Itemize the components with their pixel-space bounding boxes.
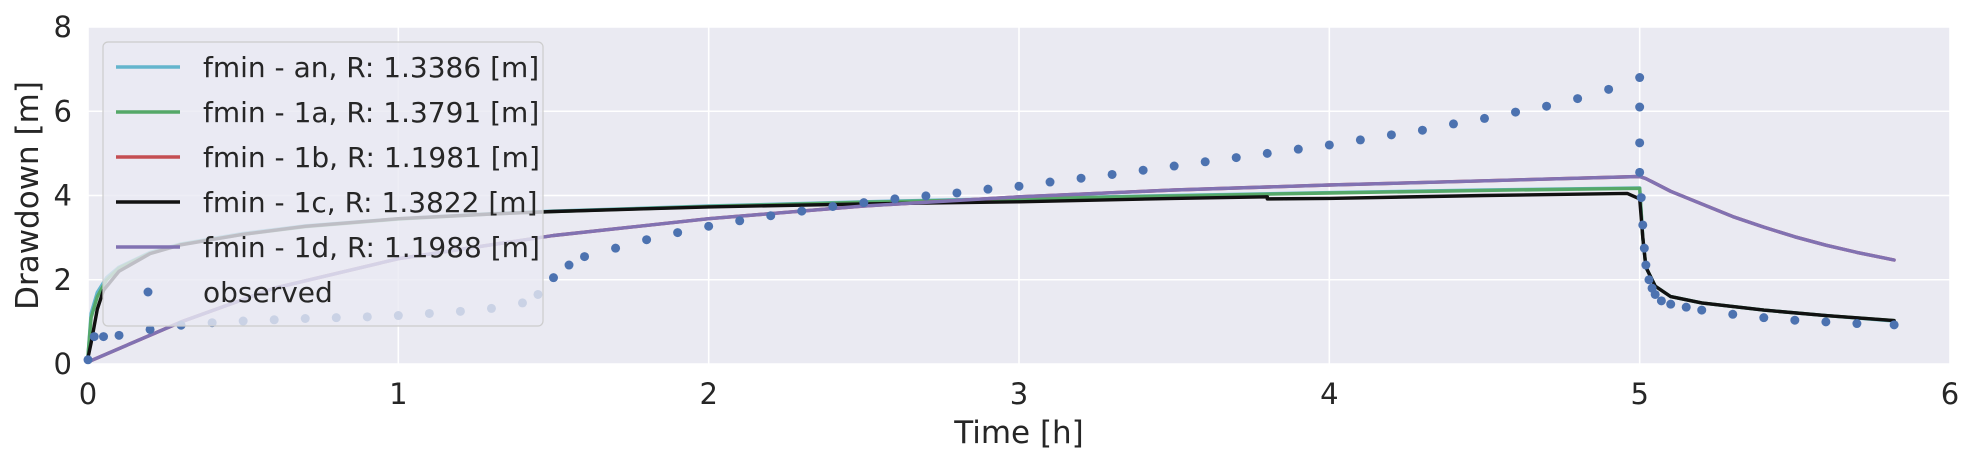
observed-point xyxy=(704,221,714,231)
observed-point xyxy=(1076,173,1086,183)
y-tick-label: 4 xyxy=(54,179,72,213)
observed-point xyxy=(1639,243,1649,253)
observed-point xyxy=(99,332,109,342)
observed-point xyxy=(766,211,776,221)
observed-point xyxy=(1448,119,1458,129)
observed-point xyxy=(1852,319,1862,329)
observed-point xyxy=(1790,315,1800,325)
observed-point xyxy=(1169,161,1179,171)
observed-point xyxy=(1355,135,1365,145)
legend-label: fmin - an, R: 1.3386 [m] xyxy=(203,51,539,84)
x-tick-label: 2 xyxy=(699,377,717,411)
observed-point xyxy=(83,355,93,365)
legend-item: fmin - 1c, R: 1.3822 [m] xyxy=(116,186,538,219)
observed-point xyxy=(1697,305,1707,315)
x-tick-label: 3 xyxy=(1010,377,1028,411)
observed-point xyxy=(1681,302,1691,312)
observed-point xyxy=(1107,169,1117,179)
observed-point xyxy=(1231,153,1241,163)
legend-label: fmin - 1d, R: 1.1988 [m] xyxy=(203,231,540,264)
x-axis-label: Time [h] xyxy=(953,415,1084,451)
observed-point xyxy=(1200,157,1210,167)
observed-point xyxy=(1889,320,1899,330)
legend: fmin - an, R: 1.3386 [m] fmin - 1a, R: 1.… xyxy=(102,41,544,327)
legend-item: fmin - an, R: 1.3386 [m] xyxy=(116,51,539,84)
observed-point xyxy=(564,260,574,270)
observed-point xyxy=(1728,309,1738,319)
observed-point xyxy=(1293,144,1303,154)
legend-item: observed xyxy=(143,276,333,309)
legend-item: fmin - 1b, R: 1.1981 [m] xyxy=(116,141,540,174)
observed-point xyxy=(580,252,590,262)
x-tick-label: 6 xyxy=(1941,377,1959,411)
observed-point xyxy=(673,228,683,238)
y-axis-label: Drawdown [m] xyxy=(10,81,46,310)
y-tick-label: 8 xyxy=(54,10,72,44)
observed-point xyxy=(828,201,838,211)
observed-point xyxy=(735,216,745,226)
observed-point xyxy=(1635,138,1645,148)
observed-point xyxy=(89,332,99,342)
observed-point xyxy=(1635,73,1645,83)
axis-ticks: 0 1 2 3 4 5 6 0 2 4 6 8 xyxy=(54,10,1960,411)
legend-label: fmin - 1a, R: 1.3791 [m] xyxy=(203,96,539,129)
observed-point xyxy=(1636,193,1646,203)
observed-point xyxy=(983,184,993,194)
observed-point xyxy=(797,206,807,216)
observed-point xyxy=(1641,260,1651,270)
observed-point xyxy=(1656,296,1666,306)
observed-point xyxy=(1262,148,1272,158)
observed-point xyxy=(114,330,124,340)
observed-point xyxy=(1638,220,1648,230)
legend-item: fmin - 1a, R: 1.3791 [m] xyxy=(116,96,539,129)
observed-point xyxy=(1759,313,1769,323)
observed-point xyxy=(890,194,900,204)
observed-point xyxy=(1417,125,1427,135)
y-tick-label: 0 xyxy=(54,347,72,381)
observed-point xyxy=(1511,107,1521,117)
observed-point xyxy=(1386,130,1396,140)
observed-point xyxy=(1014,181,1024,191)
observed-point xyxy=(1542,101,1552,111)
legend-label: fmin - 1c, R: 1.3822 [m] xyxy=(203,186,538,219)
observed-point xyxy=(859,198,869,208)
legend-item: fmin - 1d, R: 1.1988 [m] xyxy=(116,231,540,264)
y-tick-label: 2 xyxy=(54,263,72,297)
x-tick-label: 0 xyxy=(79,377,97,411)
legend-label: fmin - 1b, R: 1.1981 [m] xyxy=(203,141,540,174)
x-tick-label: 4 xyxy=(1320,377,1338,411)
legend-marker xyxy=(143,287,153,297)
observed-point xyxy=(921,191,931,201)
observed-point xyxy=(642,235,652,245)
observed-point xyxy=(1604,84,1614,94)
y-tick-label: 6 xyxy=(54,94,72,128)
observed-point xyxy=(1650,289,1660,299)
observed-point xyxy=(1138,165,1148,175)
observed-point xyxy=(1644,275,1654,285)
observed-point xyxy=(145,324,155,334)
observed-point xyxy=(611,243,621,253)
x-tick-label: 5 xyxy=(1630,377,1648,411)
observed-point xyxy=(1821,317,1831,327)
observed-point xyxy=(952,188,962,198)
observed-point xyxy=(1635,167,1645,177)
legend-box xyxy=(102,41,544,327)
x-tick-label: 1 xyxy=(389,377,407,411)
observed-point xyxy=(1573,94,1583,104)
observed-point xyxy=(1480,113,1489,123)
observed-point xyxy=(1045,177,1055,187)
observed-point xyxy=(1324,140,1334,150)
legend-label: observed xyxy=(203,276,333,309)
observed-point xyxy=(1635,102,1645,112)
observed-point xyxy=(549,273,558,283)
observed-point xyxy=(1666,299,1676,309)
